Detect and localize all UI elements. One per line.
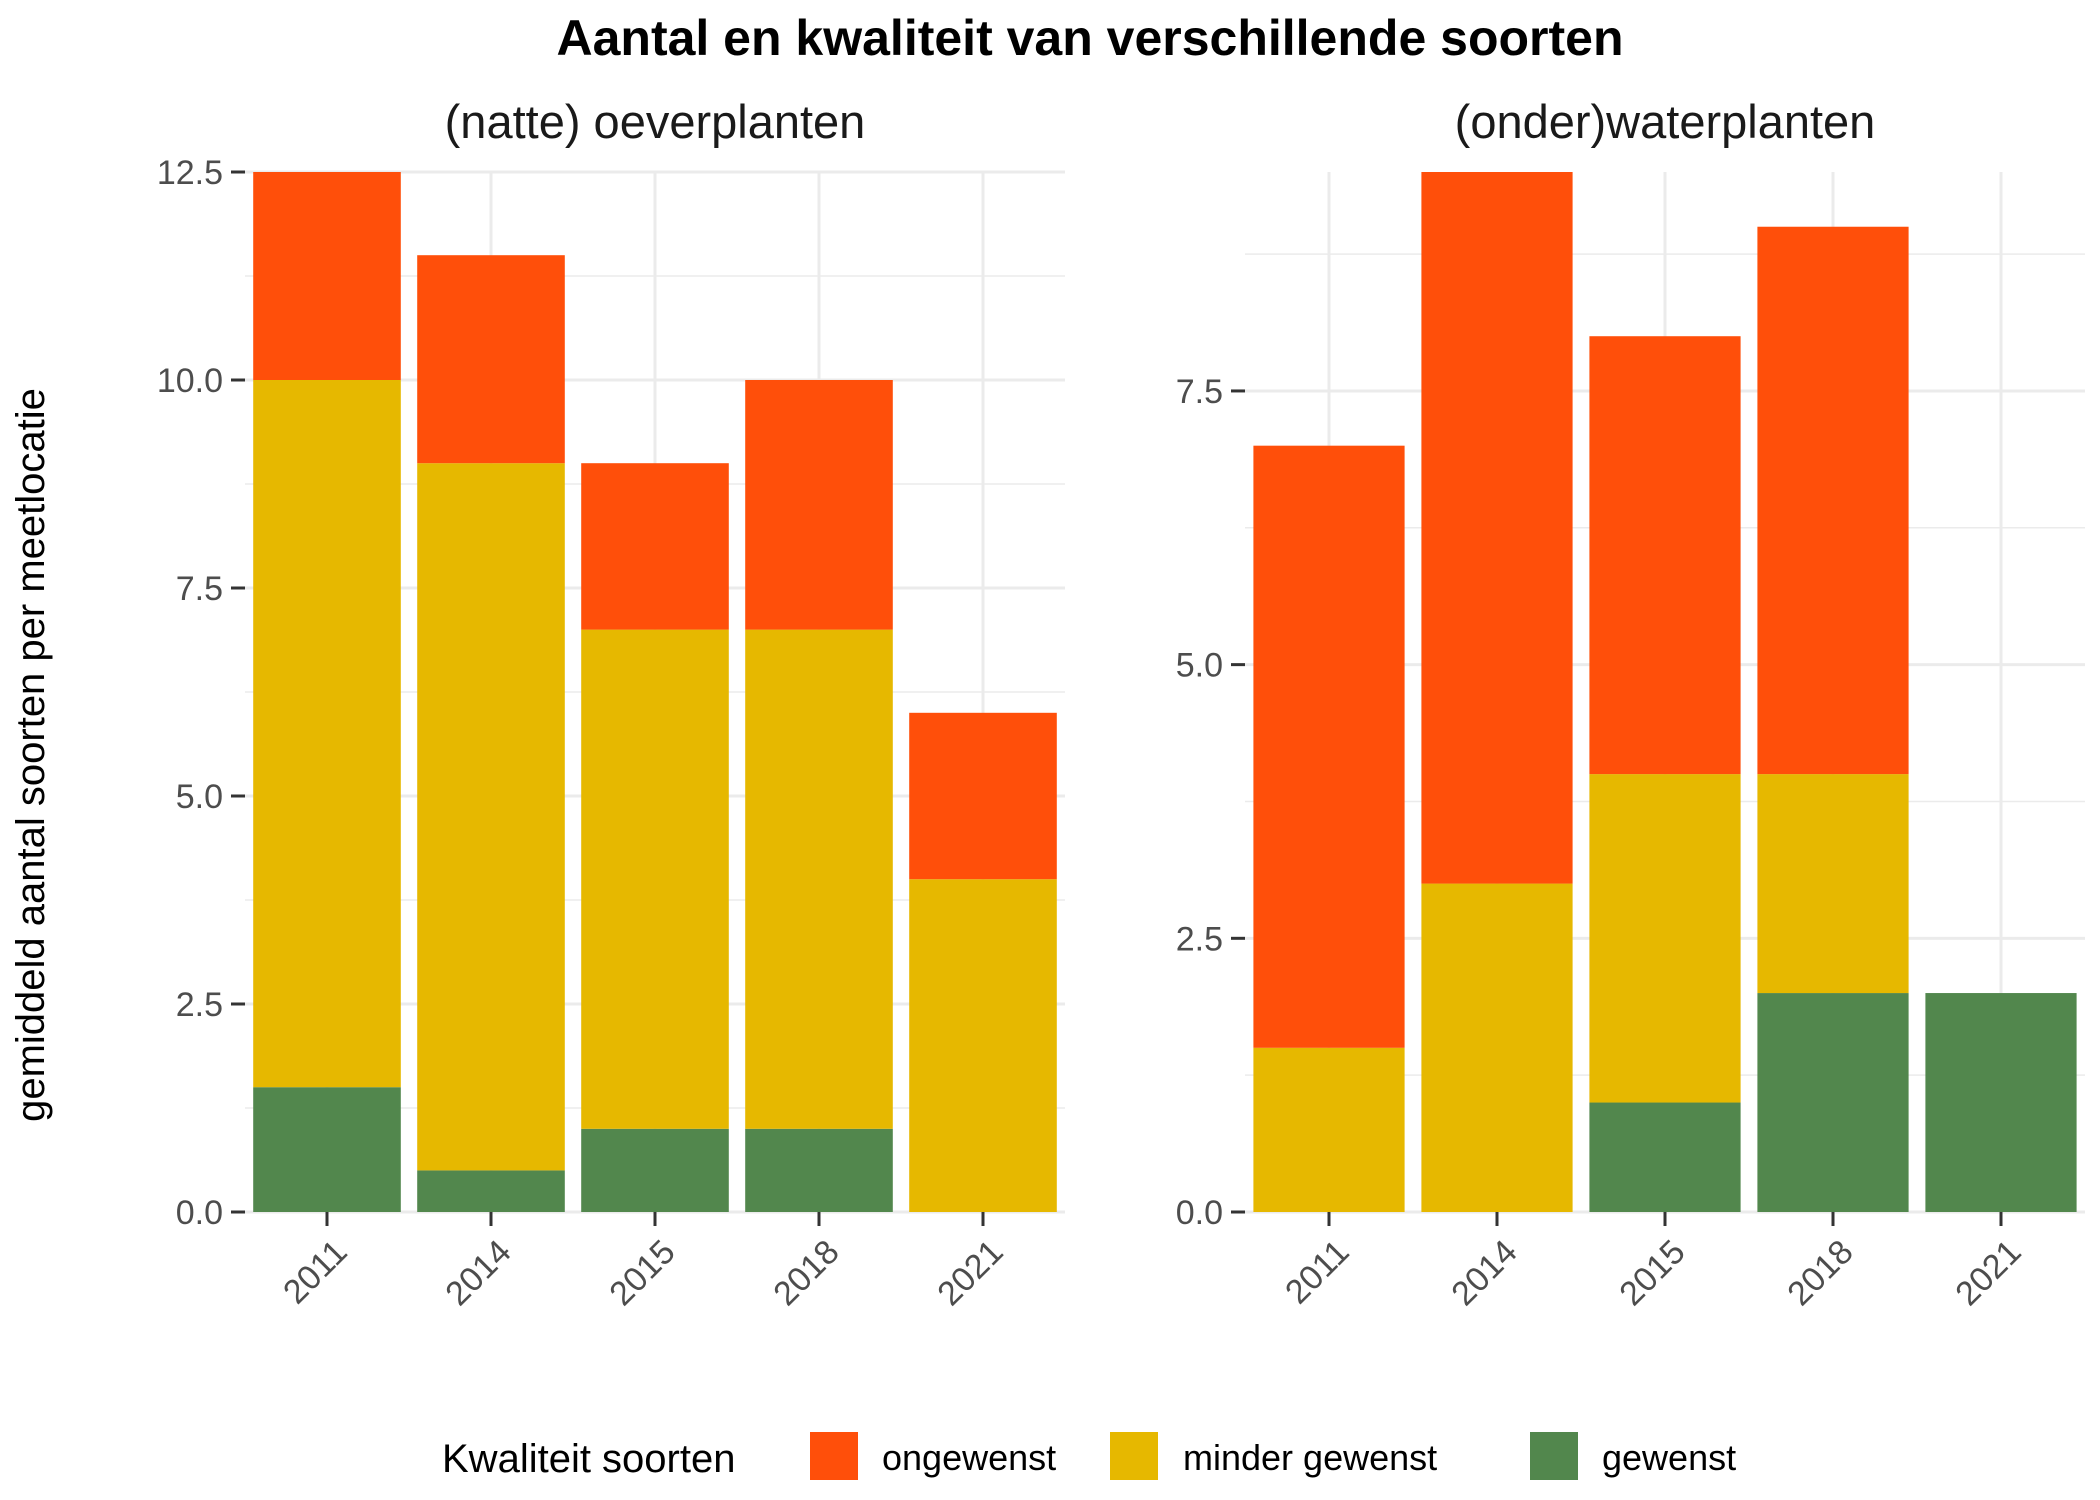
- y-tick-label: 7.5: [1176, 373, 1223, 411]
- legend-swatch-ongewenst: [810, 1432, 858, 1480]
- bar-ongewenst-2011: [1253, 445, 1405, 1048]
- x-tick-label: 2015: [1612, 1233, 1692, 1313]
- panel-title-0: (natte) oeverplanten: [445, 95, 866, 148]
- legend: Kwaliteit soorten ongewenst minder gewens…: [442, 1432, 1736, 1481]
- bar-ongewenst-2015: [1589, 336, 1741, 775]
- y-tick-label: 0.0: [1176, 1194, 1223, 1232]
- legend-label-ongewenst: ongewenst: [882, 1437, 1056, 1478]
- bar-gewenst-2021: [1925, 993, 2077, 1212]
- bar-minder-gewenst-2018: [745, 629, 893, 1129]
- bar-minder-gewenst-2014: [417, 463, 565, 1171]
- x-tick-label: 2015: [602, 1233, 682, 1313]
- bar-gewenst-2014: [417, 1170, 565, 1212]
- chart-title: Aantal en kwaliteit van verschillende so…: [556, 10, 1623, 66]
- bar-minder-gewenst-2011: [1253, 1047, 1405, 1212]
- bar-minder-gewenst-2018: [1757, 774, 1909, 994]
- legend-label-minder-gewenst: minder gewenst: [1183, 1437, 1437, 1478]
- legend-label-gewenst: gewenst: [1602, 1437, 1736, 1478]
- x-tick-label: 2011: [276, 1233, 355, 1312]
- y-tick-label: 2.5: [176, 986, 223, 1024]
- x-tick-label: 2014: [438, 1233, 518, 1313]
- x-tick-label: 2018: [1780, 1233, 1860, 1313]
- bar-gewenst-2018: [1757, 993, 1909, 1212]
- x-tick-label: 2014: [1444, 1233, 1524, 1313]
- bar-gewenst-2015: [1589, 1102, 1741, 1212]
- bar-gewenst-2011: [253, 1087, 401, 1212]
- bar-ongewenst-2014: [1421, 172, 1573, 884]
- x-tick-label: 2018: [766, 1233, 846, 1313]
- bar-ongewenst-2011: [253, 172, 401, 380]
- legend-swatch-minder-gewenst: [1110, 1432, 1158, 1480]
- bar-minder-gewenst-2014: [1421, 883, 1573, 1212]
- bar-minder-gewenst-2015: [1589, 774, 1741, 1103]
- bar-gewenst-2015: [581, 1128, 729, 1212]
- y-axis-label: gemiddeld aantal soorten per meetlocatie: [9, 388, 53, 1122]
- y-tick-label: 10.0: [157, 362, 223, 400]
- y-tick-label: 7.5: [176, 570, 223, 608]
- y-tick-label: 5.0: [1176, 647, 1223, 685]
- bar-minder-gewenst-2021: [909, 879, 1057, 1212]
- bar-ongewenst-2015: [581, 463, 729, 630]
- bar-gewenst-2018: [745, 1128, 893, 1212]
- bar-ongewenst-2014: [417, 255, 565, 464]
- bar-ongewenst-2018: [745, 380, 893, 630]
- bar-minder-gewenst-2011: [253, 380, 401, 1088]
- x-tick-label: 2011: [1278, 1233, 1357, 1312]
- y-tick-label: 12.5: [157, 154, 223, 192]
- bar-ongewenst-2018: [1757, 226, 1909, 775]
- legend-swatch-gewenst: [1530, 1432, 1578, 1480]
- x-tick-label: 2021: [1948, 1233, 2028, 1313]
- bar-ongewenst-2021: [909, 712, 1057, 880]
- y-tick-label: 5.0: [176, 778, 223, 816]
- bar-minder-gewenst-2015: [581, 629, 729, 1129]
- panels: (natte) oeverplanten 0.0 2.5 5.0 7.5 10.0 12.5…: [157, 95, 2085, 1313]
- legend-title: Kwaliteit soorten: [442, 1437, 735, 1481]
- x-tick-label: 2021: [930, 1233, 1010, 1313]
- y-tick-label: 0.0: [176, 1194, 223, 1232]
- panel-title-1: (onder)waterplanten: [1455, 95, 1876, 148]
- y-tick-label: 2.5: [1176, 920, 1223, 958]
- panel-0: (natte) oeverplanten 0.0 2.5 5.0 7.5 10.0 12.5…: [157, 95, 1065, 1313]
- panel-1: (onder)waterplanten 0.0 2.5 5.0 7.5 2011 2014 2…: [1176, 95, 2085, 1313]
